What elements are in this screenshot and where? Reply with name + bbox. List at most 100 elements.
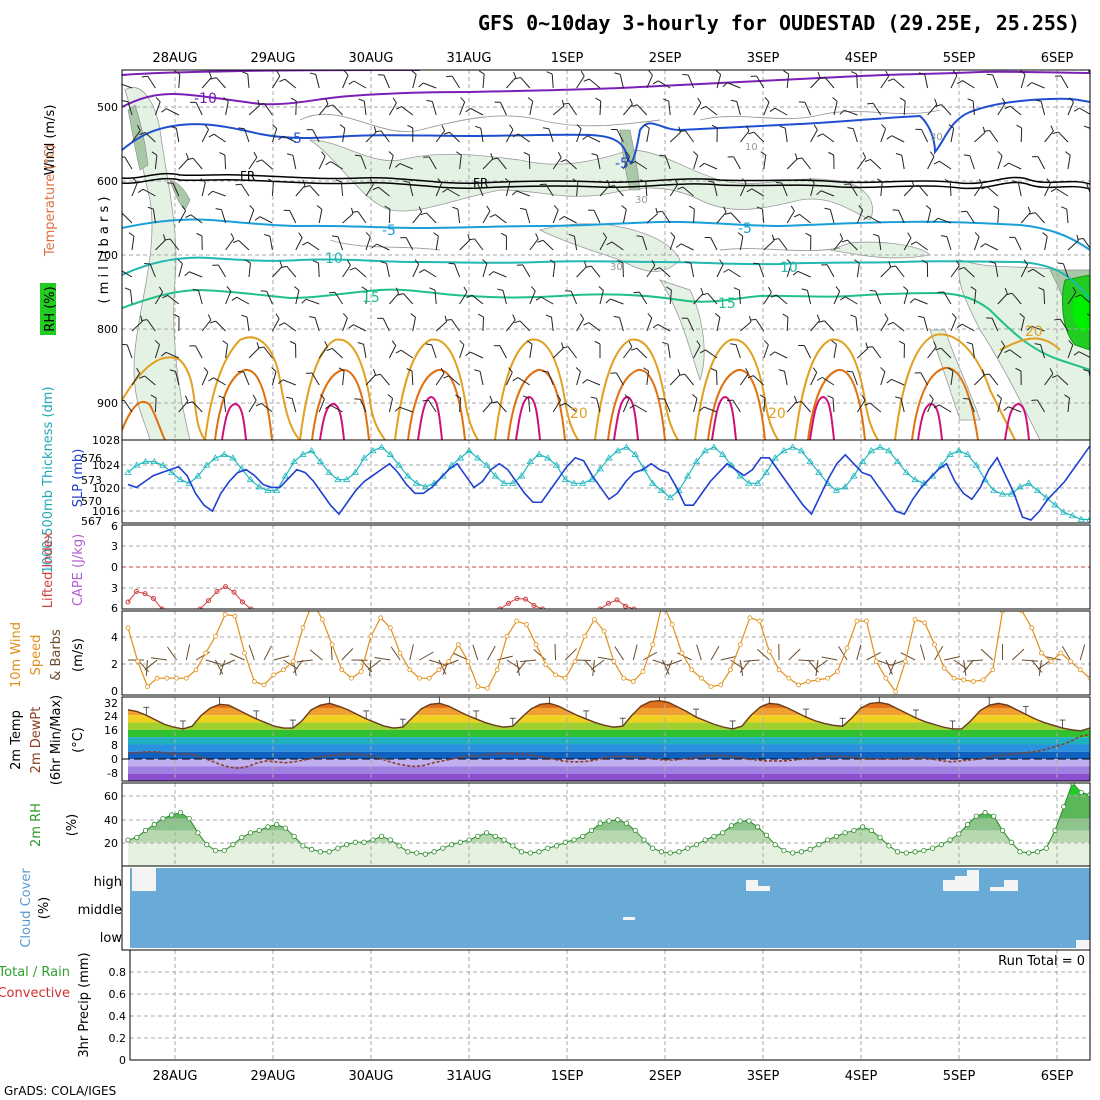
- temp-unit: (°C): [71, 727, 86, 753]
- wind-barb: [459, 397, 462, 413]
- wind10-point: [329, 642, 335, 647]
- wind-barb: [921, 129, 929, 143]
- wind-barb-flag: [602, 232, 607, 238]
- wind-barb: [459, 239, 471, 251]
- wind-barb: [192, 157, 203, 170]
- wind10-barb: [273, 655, 290, 661]
- thickness-point: [911, 475, 919, 483]
- rh-point: [361, 839, 367, 845]
- wind-barb-flag: [1001, 97, 1006, 104]
- thickness-ticks: 576 573 570 567: [81, 452, 102, 528]
- wind10-barb: [1021, 659, 1038, 662]
- wind10-unit: (m/s): [71, 638, 86, 672]
- rh-point: [676, 849, 682, 855]
- isotherm-10: [122, 256, 1090, 301]
- wind-barb-flag: [489, 395, 493, 402]
- wind-barb-flag: [154, 340, 160, 345]
- rh-point: [204, 842, 210, 848]
- wind10-point: [873, 659, 879, 664]
- rh-point: [877, 834, 883, 841]
- wind-barb-flag: [846, 370, 853, 373]
- wind-barb-flag: [921, 259, 928, 264]
- wind-barb-flag: [357, 341, 364, 345]
- top-date-axis: 28AUG 29AUG 30AUG 31AUG 1SEP 2SEP 3SEP 4…: [152, 51, 1073, 66]
- wind-barb: [172, 183, 180, 197]
- wind-barb: [342, 265, 351, 278]
- wind-barb: [248, 157, 258, 170]
- wind-barb-flag: [478, 70, 485, 75]
- wind-barb-flag: [192, 288, 199, 291]
- wind10-point: [485, 685, 490, 691]
- rh-point: [833, 833, 839, 839]
- contour-labels: -10 -5 -5 FR FR -5 -5 10 10 15 15 20 20 …: [194, 91, 1043, 422]
- wind-barb: [833, 344, 837, 359]
- wind-barb-flag: [831, 340, 837, 345]
- wind-barb-flag: [1073, 107, 1080, 112]
- wind-barb: [997, 155, 1003, 170]
- wind-barb: [266, 291, 273, 305]
- wind-barb: [1037, 156, 1046, 170]
- thickness-point: [745, 479, 753, 486]
- temp-tick: 8: [111, 739, 118, 752]
- wind-barb: [363, 101, 367, 116]
- thickness-point: [1016, 483, 1024, 490]
- rh-point: [142, 827, 149, 834]
- wind10-barb: [739, 659, 751, 673]
- wind-barb: [636, 347, 648, 359]
- wind-barb: [693, 208, 695, 224]
- li-tick: 3: [111, 582, 118, 595]
- wind-barb: [974, 132, 986, 143]
- wind10-barb: [919, 644, 926, 661]
- wind-barb-flag: [933, 341, 937, 348]
- wind-barb: [645, 181, 648, 197]
- wind-barb-flag: [764, 97, 770, 103]
- rh-point: [929, 845, 936, 851]
- wind-barb-flag: [137, 125, 141, 131]
- wind-barb: [870, 159, 882, 170]
- wind10-point: [883, 675, 889, 681]
- wind-barb-flag: [278, 322, 285, 326]
- temp2m-panel: 32 24 16 8 0 -8 2m Temp 2m DewPt (6hr Mi…: [9, 695, 1091, 785]
- wind-barb: [412, 317, 416, 332]
- wind-barb-flag: [679, 130, 686, 133]
- wind-barb-flag: [934, 98, 938, 105]
- wind-barb-flag: [155, 97, 161, 103]
- wind10-barb: [944, 656, 960, 661]
- wind-barb-flag: [437, 178, 443, 184]
- wind-barb-flag: [169, 369, 176, 372]
- cloud-label: Cloud Cover: [19, 868, 34, 948]
- lifted-index-point: [597, 606, 603, 609]
- wind-barb-flag: [711, 124, 718, 129]
- wind-barb: [613, 185, 624, 197]
- wind-barb: [599, 100, 602, 116]
- wind-barb: [892, 321, 905, 332]
- wind-barb: [284, 78, 297, 89]
- wind-barb: [669, 132, 681, 143]
- rh-point: [763, 832, 770, 838]
- slp-grid: [122, 440, 1090, 523]
- wind-barb-flag: [933, 404, 940, 409]
- wind-barb: [986, 186, 999, 197]
- wind-barb: [155, 239, 166, 251]
- cloud-block: [955, 876, 967, 891]
- wind-barb-flag: [137, 188, 144, 193]
- wind-barb-flag: [1050, 125, 1054, 132]
- wind-barb: [261, 402, 273, 413]
- wind-barb-flag: [614, 72, 621, 75]
- thickness-point: [885, 447, 893, 454]
- bottom-date-label: 2SEP: [649, 1069, 682, 1084]
- wind-barb-flag: [760, 151, 767, 156]
- wind-barb-flag: [930, 151, 935, 157]
- contour-label: 30: [930, 132, 943, 143]
- wind10-barb: [598, 656, 614, 661]
- wind-barb: [1009, 349, 1022, 359]
- wind-barb: [542, 239, 554, 251]
- wind-barb-flag: [795, 400, 802, 404]
- thickness-point: [377, 443, 386, 450]
- wind-barb: [1031, 82, 1045, 89]
- wind-barb-flag: [465, 108, 471, 113]
- wind-barb: [1055, 188, 1069, 197]
- wind-barb-flag: [801, 288, 808, 291]
- wind-barb-flag: [981, 369, 985, 376]
- wind-barb: [596, 398, 601, 413]
